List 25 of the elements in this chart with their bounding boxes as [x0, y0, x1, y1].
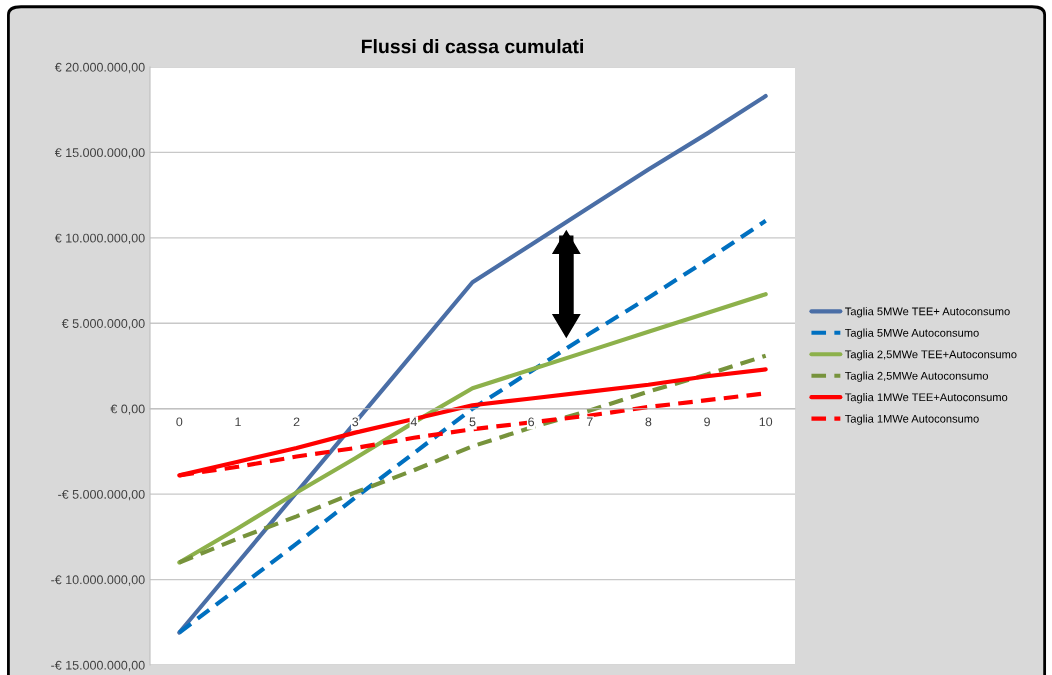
- legend-label: Taglia 2,5MWe TEE+Autoconsumo: [845, 350, 1017, 361]
- x-tick-label: 2: [293, 417, 300, 427]
- x-tick-label: 0: [176, 417, 183, 427]
- x-tick-label: 9: [704, 417, 710, 427]
- x-tick-label: 4: [410, 417, 417, 427]
- legend-label: Taglia 2,5MWe Autoconsumo: [845, 371, 989, 382]
- y-tick-label: € 20.000.000,00: [54, 62, 145, 74]
- x-tick-label: 8: [645, 417, 652, 427]
- legend-label: Taglia 1MWe TEE+Autoconsumo: [845, 393, 1008, 404]
- y-tick-label: -€ 15.000.000,00: [51, 660, 145, 672]
- x-tick-label: 6: [528, 417, 535, 427]
- y-tick-label: € 5.000.000,00: [61, 319, 145, 330]
- x-tick-label: 7: [586, 417, 593, 427]
- legend-label: Taglia 5MWe TEE+ Autoconsumo: [845, 307, 1010, 318]
- y-tick-label: € 10.000.000,00: [54, 233, 145, 244]
- y-tick-label: € 0,00: [110, 404, 145, 415]
- y-tick-label: -€ 5.000.000,00: [58, 489, 145, 501]
- x-tick-label: 1: [235, 417, 241, 427]
- legend-label: Taglia 5MWe Autoconsumo: [845, 328, 979, 339]
- chart-title: Flussi di cassa cumulati: [361, 39, 583, 54]
- legend-label: Taglia 1MWe Autoconsumo: [845, 414, 979, 425]
- x-tick-label: 10: [759, 417, 773, 427]
- y-tick-label: € 15.000.000,00: [54, 148, 145, 159]
- x-tick-label: 5: [469, 417, 476, 427]
- y-tick-label: -€ 10.000.000,00: [51, 575, 145, 586]
